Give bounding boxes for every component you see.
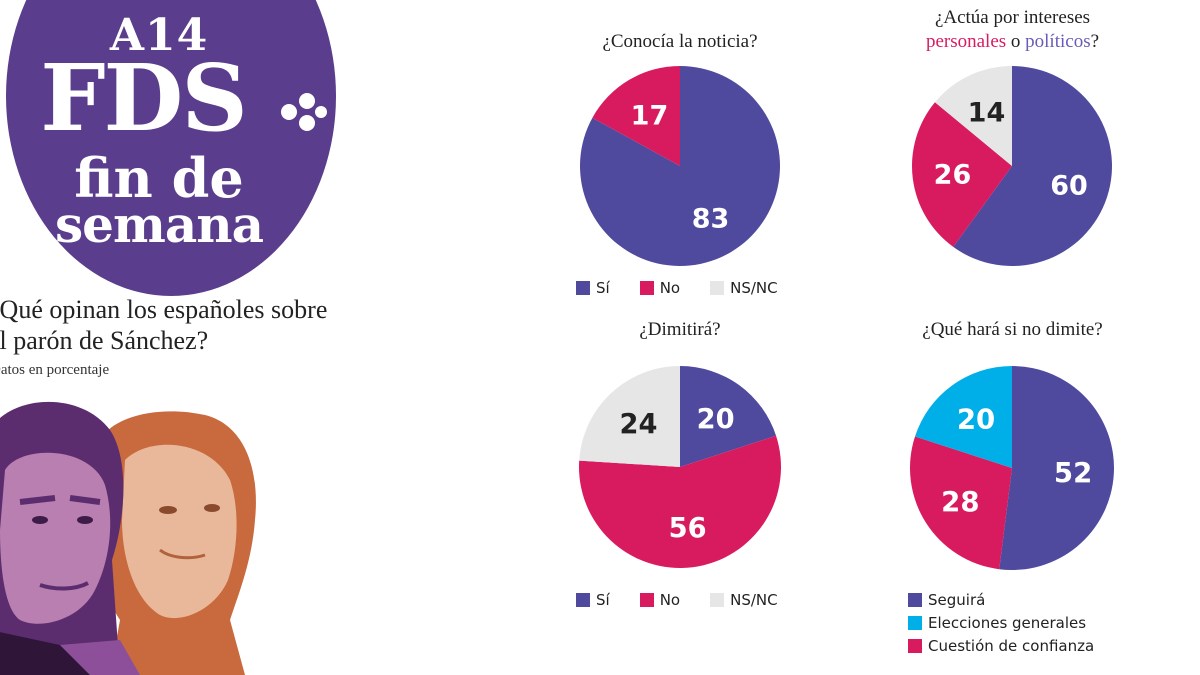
- chart3-legend: Sí No NS/NC: [576, 591, 808, 609]
- logo-line2: semana: [54, 195, 264, 254]
- chart2-title-part: ¿Actúa por intereses: [934, 7, 1091, 28]
- chart2-pie: 60 26 14: [912, 66, 1112, 266]
- slice-value-label: 60: [1050, 171, 1088, 202]
- pie-slice: [680, 366, 777, 467]
- pie-slice: [914, 366, 1012, 468]
- legend-swatch-elecciones: [908, 616, 922, 630]
- fds-logo: A14 FDS fin de semana: [6, 0, 336, 296]
- legend-swatch-si: [576, 593, 590, 607]
- legend-label: NS/NC: [730, 591, 778, 609]
- slice-value-label: 26: [934, 160, 972, 191]
- slice-value-label: 52: [1054, 457, 1092, 489]
- pie-slice: [579, 366, 680, 467]
- legend-label: NS/NC: [730, 279, 778, 297]
- legend-swatch-no: [639, 281, 654, 295]
- legend-label: Seguirá: [928, 591, 986, 609]
- legend-swatch-seguira: [908, 593, 922, 607]
- pie-slice: [592, 66, 680, 166]
- chart4-title: ¿Qué hará si no dimite?: [922, 319, 1103, 340]
- legend-item: NS/NC: [710, 591, 778, 609]
- slice-value-label: 14: [968, 98, 1006, 129]
- chart3-title: ¿Dimitirá?: [639, 319, 721, 340]
- legend-item: Sí: [576, 591, 610, 609]
- legend-item: Elecciones generales: [908, 614, 1094, 632]
- legend-item: No: [639, 591, 681, 609]
- legend-label: No: [659, 279, 681, 297]
- chart2-title-part: ?: [1090, 31, 1100, 52]
- slice-value-label: 17: [631, 100, 669, 131]
- pie-slice: [934, 66, 1012, 166]
- slice-value-label: 24: [620, 409, 658, 440]
- chart4-pie: 52 28 20: [910, 366, 1114, 570]
- legend-swatch-confianza: [908, 639, 922, 653]
- legend-item: NS/NC: [710, 279, 778, 297]
- chart2-title-personales: personales: [925, 31, 1007, 52]
- logo-dots-icon: [281, 93, 327, 131]
- headline: ¿Qué opinan los españoles sobre el parón…: [0, 295, 328, 355]
- legend-swatch-no: [639, 593, 654, 607]
- legend-item: Cuestión de confianza: [908, 637, 1094, 655]
- logo-brand: FDS: [40, 44, 248, 152]
- legend-label: Elecciones generales: [928, 614, 1087, 632]
- pie-slice: [953, 66, 1112, 266]
- chart2-title-part: o: [1010, 31, 1021, 52]
- slice-value-label: 20: [697, 404, 735, 435]
- chart1-title: ¿Conocía la noticia?: [602, 31, 758, 52]
- legend-label: No: [659, 591, 681, 609]
- slice-value-label: 83: [692, 204, 730, 235]
- pie-slice: [999, 366, 1114, 570]
- pie-slice: [579, 435, 781, 568]
- chart4-legend: Seguirá Elecciones generales Cuestión de…: [908, 591, 1094, 660]
- legend-label: Sí: [596, 591, 610, 609]
- legend-label: Sí: [596, 279, 610, 297]
- politicians-photo: [0, 401, 256, 675]
- legend-swatch-nsnc: [710, 593, 725, 607]
- subline: Datos en porcentaje: [0, 362, 110, 378]
- slice-value-label: 56: [669, 513, 707, 544]
- logo-line1: fin de: [74, 146, 244, 210]
- legend-item: No: [639, 279, 681, 297]
- chart3-pie: 20 56 24: [579, 366, 781, 568]
- slice-value-label: 20: [957, 404, 995, 436]
- chart2-title-politicos: políticos: [1025, 31, 1091, 52]
- chart1-pie: 83 17: [580, 66, 780, 266]
- logo-edition: A14: [109, 10, 209, 61]
- legend-swatch-nsnc: [710, 281, 725, 295]
- chart1-legend: Sí No NS/NC: [576, 279, 808, 297]
- pie-slice: [912, 102, 1012, 247]
- slice-value-label: 28: [941, 486, 979, 518]
- legend-swatch-si: [576, 281, 590, 295]
- legend-label: Cuestión de confianza: [928, 637, 1095, 655]
- chart2-title: ¿Actúa por intereses personales o políti…: [880, 6, 1145, 54]
- legend-item: Sí: [576, 279, 610, 297]
- pie-slice: [910, 436, 1012, 570]
- legend-item: Seguirá: [908, 591, 1094, 609]
